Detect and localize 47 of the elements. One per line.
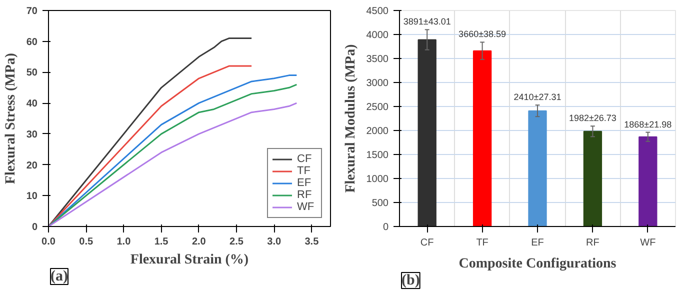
- y-tick-label: 60: [26, 36, 38, 48]
- y-tick-label: 50: [26, 68, 38, 79]
- data-label: 2410±27.31: [514, 92, 562, 102]
- y-tick-label: 2000: [366, 126, 389, 137]
- data-label: 1982±26.73: [568, 113, 616, 124]
- x-tick-label: 3.5: [304, 236, 320, 248]
- y-tick-label: 500: [372, 198, 389, 209]
- data-label: 3660±38.59: [458, 29, 506, 40]
- y-tick-label: 4000: [366, 30, 389, 41]
- legend-label: WF: [297, 201, 316, 213]
- y-tick-label: 0: [32, 222, 38, 233]
- y-tick-label: 10: [26, 191, 38, 202]
- y-tick-label: 20: [26, 160, 38, 172]
- x-tick-label: CF: [420, 238, 434, 248]
- y-tick-label: 2500: [366, 102, 389, 113]
- x-tick-label: 2.5: [230, 236, 244, 248]
- y-tick-label: 0: [382, 222, 389, 233]
- y-tick-label: 1000: [366, 174, 389, 185]
- legend-label: CF: [297, 153, 313, 165]
- x-tick-label: RF: [586, 238, 600, 248]
- y-tick-label: 3000: [366, 78, 389, 89]
- data-label: 1868±21.98: [624, 119, 672, 130]
- x-tick-label: 1.5: [154, 236, 169, 248]
- data-label: 3891±43.01: [403, 16, 451, 27]
- legend-label: TF: [297, 165, 312, 177]
- y-tick-label: 4500: [366, 6, 389, 17]
- y-tick-label: 3500: [366, 54, 389, 65]
- x-tick-label: 1.0: [116, 236, 132, 248]
- y-tick-label: 70: [26, 6, 38, 17]
- x-tick-label: EF: [531, 238, 544, 248]
- legend-label: EF: [297, 177, 312, 189]
- text: (a): [50, 268, 68, 284]
- x-tick-label: 3.0: [267, 236, 282, 248]
- y-axis-title: Flexural Stress (MPa): [3, 52, 18, 184]
- x-tick-label: 0.5: [79, 236, 94, 248]
- x-tick-label: 2.0: [192, 236, 206, 248]
- y-tick-label: 30: [26, 129, 38, 140]
- y-axis-title: Flexural Modulus (MPa): [343, 44, 358, 193]
- x-tick-label: TF: [476, 238, 488, 248]
- y-tick-label: 40: [26, 98, 38, 110]
- x-axis-title: Composite Configurations: [458, 256, 617, 272]
- x-axis-title: Flexural Strain (%): [130, 252, 249, 268]
- y-tick-label: 1500: [366, 150, 389, 161]
- text: (b): [402, 272, 420, 288]
- x-tick-label: 0.0: [42, 236, 56, 248]
- legend-label: RF: [297, 189, 313, 201]
- x-tick-label: WF: [640, 238, 656, 248]
